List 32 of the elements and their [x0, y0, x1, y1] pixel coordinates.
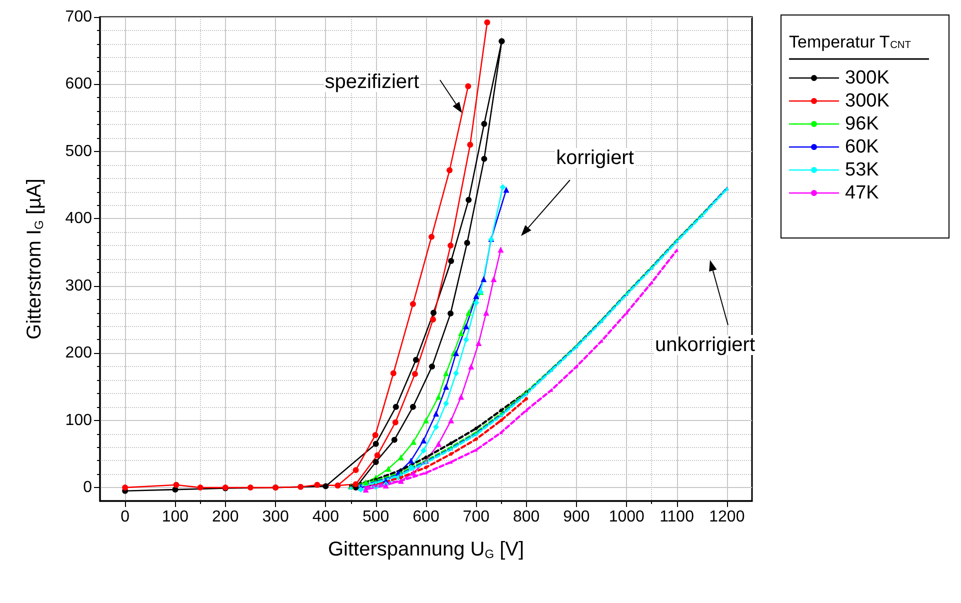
legend-label: 47K: [845, 182, 880, 204]
y-tick-label: 100: [65, 412, 92, 429]
y-tick-label: 700: [65, 8, 92, 26]
x-tick-label: 900: [563, 508, 590, 526]
x-tick-label: 300: [262, 508, 289, 526]
legend-label: 300K: [845, 68, 890, 88]
y-tick-label: 300: [65, 277, 92, 294]
y-tick-label: 500: [65, 142, 92, 160]
y-tick-label: 0: [83, 479, 92, 496]
x-tick-label: 500: [362, 508, 390, 526]
x-tick-label: 600: [412, 508, 440, 526]
legend-label: 60K: [845, 136, 880, 158]
x-tick-label: 1200: [709, 508, 745, 526]
annotation: unkorrigiert: [654, 334, 756, 356]
x-tick-label: 700: [462, 508, 490, 526]
x-tick-label: 1100: [660, 508, 694, 526]
y-axis-title: Gitterstrom IG [µA]: [24, 178, 46, 340]
legend-label: 96K: [845, 114, 880, 134]
x-tick-label: 1000: [608, 508, 645, 526]
x-tick-label: 400: [312, 508, 340, 526]
x-tick-label: 800: [512, 508, 540, 526]
legend-label: 53K: [845, 160, 880, 180]
x-tick-label: 100: [162, 508, 189, 526]
x-tick-label: 200: [212, 508, 239, 526]
x-tick-label: 0: [120, 508, 130, 526]
legend-title: Temperatur TCNT: [789, 32, 912, 52]
y-tick-label: 600: [65, 76, 92, 93]
legend-label: 300K: [845, 90, 890, 112]
annotation: spezifiziert: [324, 71, 420, 93]
y-tick-label: 400: [65, 210, 92, 228]
y-tick-label: 200: [65, 344, 92, 362]
annotation: korrigiert: [556, 147, 634, 169]
